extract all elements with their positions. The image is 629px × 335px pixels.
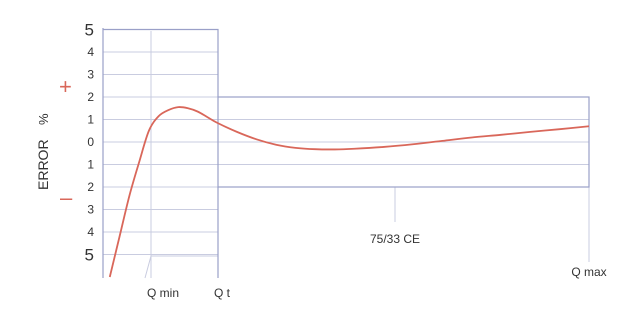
tolerance-upper-low	[103, 28, 219, 97]
y-tick-label: 1	[87, 113, 94, 127]
y-tick-label: 0	[87, 135, 94, 149]
y-tick-label: 3	[87, 68, 94, 82]
y-tick-label: 2	[87, 180, 94, 194]
minus-sign: –	[60, 185, 73, 210]
y-tick-label: 3	[87, 203, 94, 217]
ce-label: 75/33 CE	[370, 232, 420, 246]
qt-label: Q t	[214, 286, 231, 300]
qmin-step-line	[144, 255, 218, 279]
plus-sign: +	[59, 74, 72, 99]
y-tick-label: 5	[85, 246, 94, 265]
y-tick-labels: 5 4 3 2 1 0 1 2 3 4 5	[85, 21, 95, 265]
y-tick-label: 5	[85, 21, 94, 40]
tolerance-frame	[102, 28, 590, 278]
y-axis-label: ERROR	[35, 139, 51, 190]
qmax-label: Q max	[571, 265, 606, 279]
grid	[103, 29, 590, 279]
y-tick-label: 2	[87, 90, 94, 104]
y-tick-label: 1	[87, 158, 94, 172]
tolerance-band-high	[217, 96, 590, 188]
y-tick-label: 4	[87, 45, 94, 59]
qmin-label: Q min	[147, 286, 179, 300]
y-tick-label: 4	[87, 225, 94, 239]
y-axis-unit: %	[36, 113, 51, 125]
x-markers: Q min Q t 75/33 CE Q max	[147, 232, 607, 300]
error-curve	[108, 106, 590, 278]
